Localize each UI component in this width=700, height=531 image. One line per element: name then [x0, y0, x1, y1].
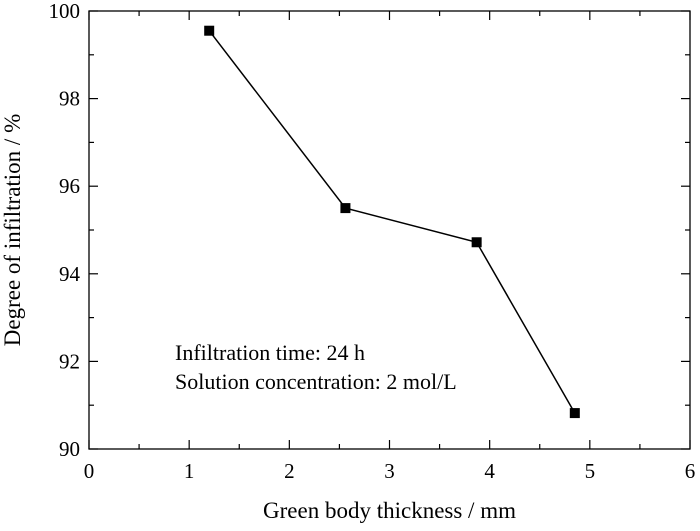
x-tick-label: 2	[284, 459, 295, 483]
ticks-layer: 0 1 2 3 4 5 6 90 92 94 96 98 100	[49, 0, 696, 483]
annotation-infiltration-time: Infiltration time: 24 h	[175, 340, 365, 365]
series-layer	[204, 25, 580, 419]
y-axis-label: Degree of infiltration / %	[0, 114, 25, 346]
y-tick-label: 98	[59, 87, 80, 111]
y-tick-label: 96	[59, 174, 80, 198]
x-tick-label: 0	[84, 459, 95, 483]
y-tick-label: 90	[59, 437, 80, 461]
x-tick-label: 6	[685, 459, 696, 483]
plot-frame	[88, 10, 691, 450]
y-tick-label: 92	[59, 349, 80, 373]
data-point	[471, 237, 482, 248]
x-tick-label: 3	[384, 459, 395, 483]
annotation-solution-concentration: Solution concentration: 2 mol/L	[175, 369, 457, 394]
series-line	[208, 30, 576, 414]
x-tick-label: 4	[484, 459, 495, 483]
data-point	[569, 408, 580, 419]
x-tick-label: 5	[585, 459, 596, 483]
y-tick-label: 100	[49, 0, 81, 23]
data-point	[204, 25, 215, 36]
x-tick-label: 1	[184, 459, 195, 483]
x-axis-label: Green body thickness / mm	[263, 498, 516, 523]
y-tick-label: 94	[59, 262, 81, 286]
data-point	[340, 203, 351, 214]
